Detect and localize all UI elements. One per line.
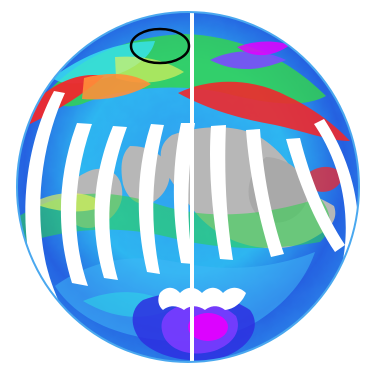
swath-gap-6 [210,125,233,260]
swath-gap-4 [138,124,164,274]
antarctic-magenta-maximum [188,313,228,341]
north-yellow-patch [115,56,184,83]
north-cyan-region [52,41,155,84]
swath-gap-5 [173,123,195,264]
swath-gap-7 [246,129,284,257]
swath-gap-8 [286,138,345,252]
east-red-patch [308,166,344,192]
eurasia-red-belt [178,81,350,141]
swath-gap-2 [60,123,92,286]
central-gore-gap [190,12,195,362]
black-circle-marker [129,27,191,65]
north-orange-band [82,73,151,100]
antarctic-edge-gap [158,287,246,310]
arctic-purple-patch [210,51,286,70]
globe-limb [16,11,360,363]
north-magenta-patch [237,41,290,56]
swath-gap-3 [94,126,127,280]
